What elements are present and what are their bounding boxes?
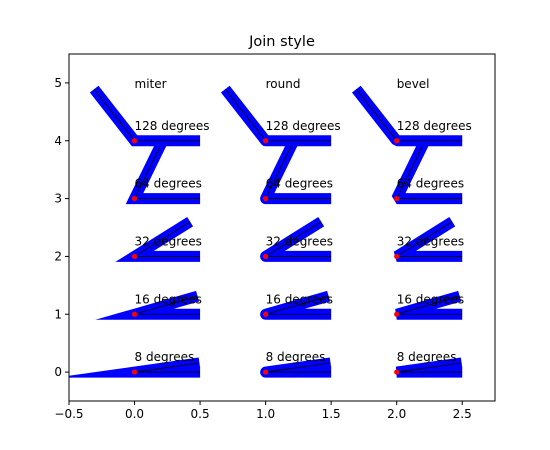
vertex-marker: [131, 253, 138, 260]
vertex-marker: [394, 311, 400, 317]
vertex-marker: [394, 138, 400, 144]
x-tick-label: −0.5: [54, 407, 83, 421]
x-axis: −0.5 0.0 0.5 1.0 1.5 2.0 2.5: [54, 401, 472, 421]
x-tick-label: 1.5: [322, 407, 341, 421]
x-tick-label: 2.0: [387, 407, 406, 421]
y-tick-label: 2: [54, 249, 62, 263]
y-tick-label: 0: [54, 365, 62, 379]
join-style-label: bevel: [397, 77, 430, 91]
thick-join-line: [352, 85, 463, 147]
angle-label: 32 degrees: [266, 234, 333, 248]
y-axis: 0 1 2 3 4 5: [54, 76, 69, 379]
y-tick-label: 1: [54, 307, 62, 321]
vertex-marker: [131, 138, 138, 144]
join-style-label: round: [266, 77, 301, 91]
angle-label: 8 degrees: [135, 350, 195, 364]
angle-label: 64 degrees: [397, 177, 464, 191]
vertex-marker: [131, 311, 138, 317]
y-tick-label: 5: [54, 76, 62, 90]
vertex-marker: [263, 253, 269, 260]
angle-label: 64 degrees: [135, 177, 202, 191]
angle-label: 16 degrees: [397, 292, 464, 306]
x-tick-label: 0.5: [191, 407, 210, 421]
angle-label: 128 degrees: [397, 119, 472, 133]
y-tick-label: 4: [54, 134, 62, 148]
vertex-marker: [263, 369, 269, 375]
angle-label: 128 degrees: [135, 119, 210, 133]
vertex-marker: [263, 311, 269, 317]
angle-label: 8 degrees: [266, 350, 326, 364]
vertex-marker: [263, 138, 269, 144]
vertex-marker: [131, 195, 138, 202]
join-style-label: miter: [135, 77, 167, 91]
thick-join-line: [89, 85, 201, 147]
angle-label: 32 degrees: [135, 234, 202, 248]
vertex-marker: [394, 195, 400, 202]
angle-label: 32 degrees: [397, 234, 464, 248]
angle-label: 64 degrees: [266, 177, 333, 191]
vertex-marker: [394, 369, 400, 375]
thick-join-line: [220, 85, 332, 147]
vertex-marker: [131, 369, 138, 375]
angle-label: 16 degrees: [135, 292, 202, 306]
vertex-marker: [263, 195, 269, 202]
x-tick-label: 0.0: [125, 407, 144, 421]
x-tick-label: 1.0: [256, 407, 275, 421]
angle-label: 128 degrees: [266, 119, 341, 133]
angle-label: 16 degrees: [266, 292, 333, 306]
angle-label: 8 degrees: [397, 350, 457, 364]
x-tick-label: 2.5: [453, 407, 472, 421]
y-tick-label: 3: [54, 192, 62, 206]
plot-frame: [68, 53, 496, 402]
plot-lines: [69, 85, 463, 378]
chart-title: Join style: [248, 34, 315, 50]
vertex-marker: [394, 253, 400, 260]
annotations: miter round bevel 8 degrees 16 degrees 32 deg…: [135, 77, 472, 364]
